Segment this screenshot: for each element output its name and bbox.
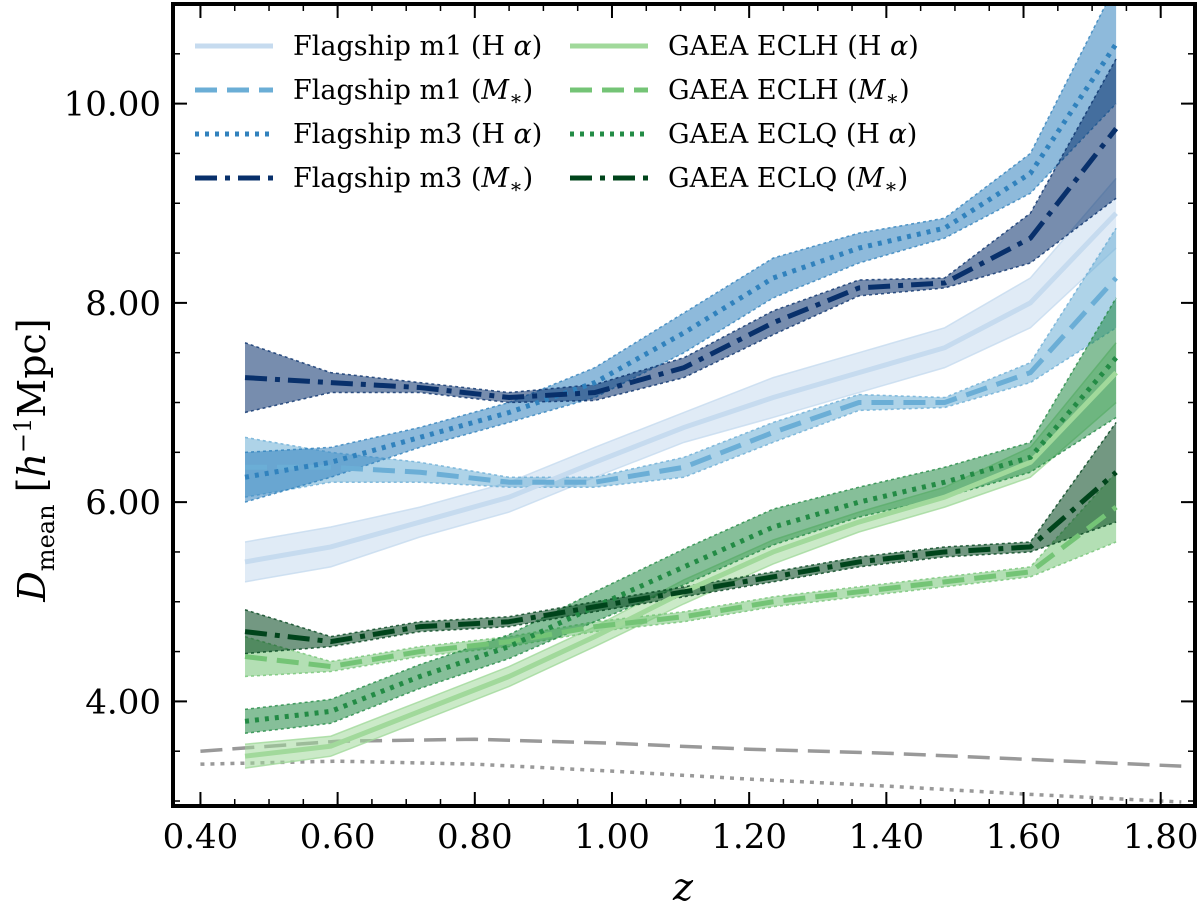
series-band-edge-5 — [244, 401, 1117, 769]
series-line-7 — [244, 356, 1119, 724]
series-band-edge-6 — [244, 471, 1117, 663]
x-tick-label: 1.00 — [574, 817, 650, 857]
x-tick-label: 0.80 — [437, 817, 513, 857]
series-band-edge-7 — [244, 416, 1117, 735]
x-tick-label: 1.80 — [1123, 817, 1199, 857]
plot-area — [200, 4, 1182, 804]
y-tick-label: 10.00 — [64, 85, 161, 125]
legend: Flagship m1 (H α) Flagship m1 (M∗) Flagshi… — [195, 31, 919, 198]
series-line-4 — [244, 126, 1119, 401]
series-band-3 — [245, 4, 1117, 503]
x-axis-title: z — [672, 865, 694, 909]
x-tick-label: 0.40 — [163, 817, 239, 857]
series-band-edge-8 — [244, 421, 1117, 638]
series-line-2 — [245, 276, 1118, 485]
x-tick-label: 1.60 — [986, 817, 1062, 857]
legend-label: GAEA ECLQ (H α) — [668, 119, 917, 150]
series-band-edge-3 — [244, 103, 1117, 503]
series-line-6 — [244, 505, 1118, 670]
x-tick-label: 1.40 — [848, 817, 924, 857]
x-tick-label: 1.20 — [711, 817, 787, 857]
y-axis-title: Dmean [h−1Mpc] — [9, 318, 60, 602]
series-band-4 — [245, 58, 1117, 413]
legend-label: Flagship m3 (M∗) — [293, 163, 533, 198]
series-band-edge-6 — [244, 541, 1117, 678]
y-tick-label: 6.00 — [85, 483, 161, 523]
legend-label: GAEA ECLQ (M∗) — [668, 163, 908, 198]
series-band-edge-2 — [244, 227, 1117, 478]
series-line-1 — [244, 211, 1118, 565]
y-tick-label: 4.00 — [85, 682, 161, 722]
legend-label: Flagship m3 (H α) — [293, 119, 542, 150]
series-band-edge-4 — [244, 58, 1117, 394]
plot-frame — [171, 2, 1197, 808]
series-band-edge-3 — [244, 4, 1107, 454]
reference-line-2 — [200, 759, 1182, 804]
series-line-8 — [244, 470, 1118, 645]
series-band-edge-8 — [244, 521, 1117, 655]
legend-label: Flagship m1 (H α) — [293, 31, 542, 62]
series-band-edge-1 — [244, 177, 1117, 543]
y-tick-label: 8.00 — [85, 284, 161, 324]
series-band-edge-2 — [244, 327, 1117, 498]
series-band-1 — [245, 178, 1117, 582]
legend-label: GAEA ECLH (M∗) — [668, 75, 910, 110]
x-tick-label: 0.60 — [300, 817, 376, 857]
series-band-edge-7 — [244, 297, 1117, 711]
series-band-edge-4 — [244, 197, 1117, 414]
legend-label: Flagship m1 (M∗) — [293, 75, 533, 110]
series-line-3 — [244, 42, 1119, 480]
legend-label: GAEA ECLH (H α) — [668, 31, 919, 62]
series-band-edge-1 — [244, 247, 1117, 583]
